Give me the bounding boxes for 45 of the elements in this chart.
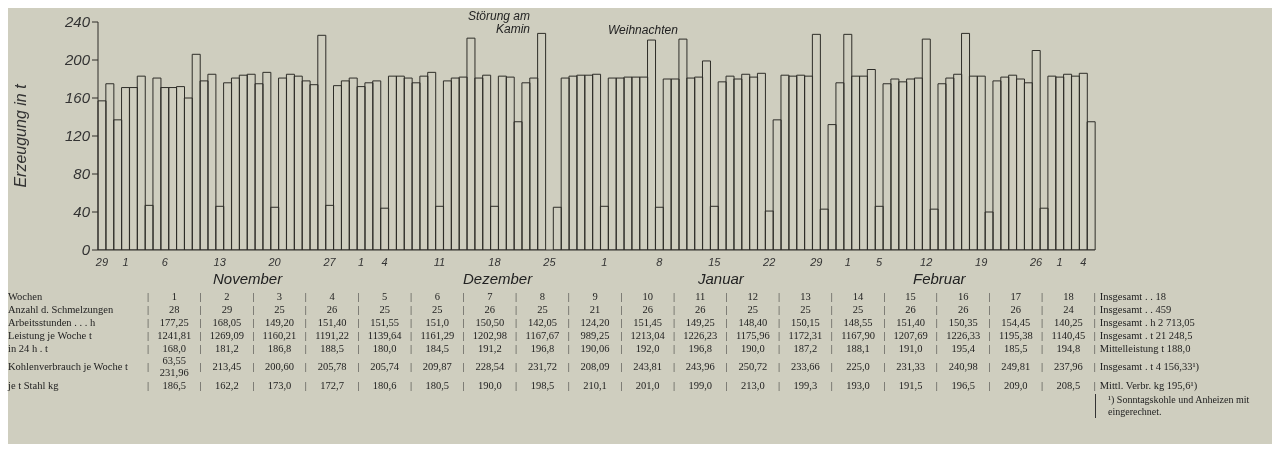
annotation: Störung am Kamin: [460, 9, 530, 36]
text: Februar: [913, 270, 966, 287]
text: in 24 h . t | 168,0 | 181,2 | 186,8 | 188,5 | 180,0 | 184,5 | 191,2 | 196,8 | 190,06 | 192,0 | 196,8 | 190,0 | 187,2 | 188,1 | 191,0 | 195,4 | 185,5 | 194,8 | Mittelleistung t 188,0: [8, 343, 1191, 354]
x-tick-label: 8: [656, 255, 664, 268]
y-axis-title: Erzeugung in t: [11, 83, 29, 188]
x-tick-label: 29: [94, 255, 109, 268]
x-tick-label: 18: [488, 255, 502, 268]
x-tick-label: 1: [601, 255, 608, 268]
text: Januar: [698, 270, 744, 287]
text: Dezember: [463, 270, 533, 287]
text: Kohlenverbrauch je Woche t | 63,55 231,96 | 213,45 | 200,60 | 205,78 | 205,74 | 209,87 | 228,54 | 231,72 | 208,09 | 243,81 | 243,96 | 250,72 | 233,66 | 225,0 | 231,33 | 240,98 | 249,81 | 237,96 | Insgesamt . t 4 156,33¹): [8, 355, 1200, 378]
text: je t Stahl kg | 186,5 | 162,2 | 173,0 | 172,7 | 180,6 | 180,5 | 190,0 | 198,5 | 210,1 | 201,0 | 199,0 | 213,0 | 199,3 | 193,0 | 191,5 | 196,5 | 209,0 | 208,5 | Mittl. Verbr. kg 195,6¹): [8, 380, 1198, 391]
y-tick-label: 200: [63, 51, 91, 69]
x-tick-label: 11: [433, 255, 446, 268]
x-tick-label: 19: [975, 255, 988, 268]
y-tick-label: 80: [73, 165, 91, 183]
x-tick-label: 27: [322, 255, 337, 268]
x-tick-label: 6: [161, 255, 169, 268]
x-tick-label: 4: [1080, 255, 1087, 268]
x-tick-label: 25: [542, 255, 557, 268]
text: Anzahl d. Schmelzungen | 28 | 29 | 25 | 26 | 25 | 25 | 26 | 25 | 21 | 26 | 26 | 25 | 25 | 25 | 26 | 26 | 26 | 24 | Insgesamt . . 459: [8, 304, 1172, 315]
text: Leistung je Woche t | 1241,81 | 1269,09 | 1160,21 | 1191,22 | 1139,64 | 1161,29 | 1202,98 | 1167,67 | 989,25 | 1213,04 | 1226,23 | 1175,96 | 1172,31 | 1167,90 | 1207,69 | 1226,33 | 1195,38 | 1140,45 | Insgesamt . t 21 248,5: [8, 330, 1193, 341]
x-tick-label: 1: [1056, 255, 1063, 268]
x-tick-label: 13: [213, 255, 227, 268]
x-tick-label: 15: [708, 255, 722, 268]
x-tick-label: 29: [809, 255, 823, 268]
x-tick-label: 4: [381, 255, 388, 268]
x-tick-label: 22: [762, 255, 776, 268]
x-tick-label: 1: [357, 255, 365, 268]
x-tick-label: 5: [876, 255, 884, 268]
y-tick-label: 120: [64, 127, 91, 145]
text: Arbeitsstunden . . . h | 177,25 | 168,05 | 149,20 | 151,40 | 151,55 | 151,0 | 150,50 | 142,05 | 124,20 | 151,45 | 149,25 | 148,40 | 150,15 | 148,55 | 151,40 | 150,35 | 154,45 | 140,25 | Insgesamt . h 2 713,05: [8, 317, 1195, 328]
y-tick-label: 0: [81, 241, 91, 259]
y-tick-label: 40: [73, 203, 91, 221]
text: ¹) Sonntagskohle und Anheizen mit eingerechnet.: [1095, 394, 1260, 418]
y-tick-label: 160: [64, 89, 91, 107]
x-tick-label: 20: [267, 255, 282, 268]
x-tick-label: 12: [920, 255, 933, 268]
x-tick-label: 1: [844, 255, 851, 268]
x-tick-label: 26: [1029, 255, 1044, 268]
text: November: [213, 270, 283, 287]
y-tick-label: 240: [63, 13, 91, 31]
x-tick-label: 1: [122, 255, 129, 268]
text: Wochen | 1 | 2 | 3 | 4 | 5 | 6 | 7 | 8 | 9 | 10 | 11 | 12 | 13 | 14 | 15 | 16 | 17 | 18 | Insgesamt . . 18: [8, 291, 1166, 302]
annotation: Weihnachten: [608, 23, 708, 37]
